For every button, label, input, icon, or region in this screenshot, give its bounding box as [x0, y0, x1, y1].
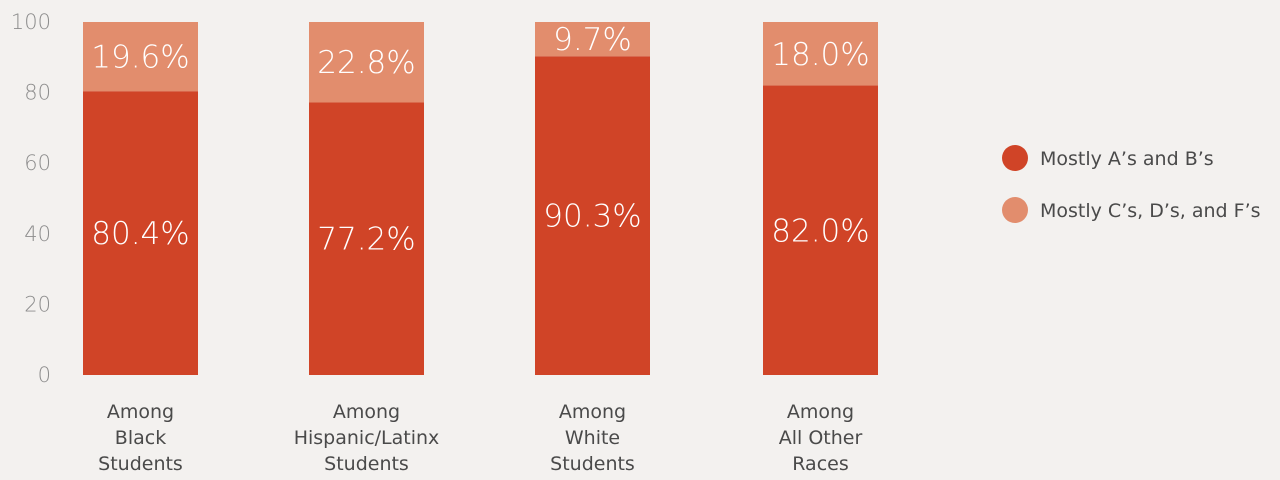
x-tick-label: Among	[559, 401, 626, 423]
y-tick-label: 40	[24, 222, 51, 246]
data-label: 22.8%	[317, 45, 415, 81]
y-axis: 0 20 40 60 80 100	[11, 10, 51, 387]
legend: Mostly A’s and B’s Mostly C’s, D’s, and F…	[1002, 145, 1261, 223]
x-tick-label: Among	[787, 401, 854, 423]
bar-segment-mostly-cs-ds-fs	[763, 22, 878, 86]
data-label: 80.4%	[91, 216, 189, 252]
bar-segment-mostly-cs-ds-fs	[309, 22, 424, 103]
bar-segment-mostly-as-bs	[763, 85, 878, 375]
bar-segment-mostly-cs-ds-fs	[535, 22, 650, 57]
x-tick-label: Hispanic/Latinx	[294, 427, 440, 449]
bar-segment-mostly-as-bs	[309, 102, 424, 375]
bar-segment-mostly-as-bs	[535, 56, 650, 376]
x-tick-label: White	[565, 427, 620, 449]
x-tick-label: Students	[324, 453, 409, 475]
y-tick-label: 100	[11, 10, 51, 34]
data-label: 9.7%	[553, 22, 632, 58]
x-axis: Among Black Students Among Hispanic/Latinx St…	[98, 401, 862, 475]
x-tick-label: Students	[98, 453, 183, 475]
x-tick-label: Among	[107, 401, 174, 423]
legend-label: Mostly A’s and B’s	[1040, 148, 1214, 170]
data-label: 82.0%	[771, 213, 869, 249]
y-tick-label: 20	[24, 292, 51, 316]
y-tick-label: 80	[24, 81, 51, 105]
bars	[83, 22, 878, 376]
y-tick-label: 0	[38, 363, 51, 387]
legend-label: Mostly C’s, D’s, and F’s	[1040, 200, 1261, 222]
y-tick-label: 60	[24, 151, 51, 175]
data-label: 18.0%	[771, 37, 869, 73]
data-label: 19.6%	[91, 40, 189, 76]
x-tick-label: Among	[333, 401, 400, 423]
x-tick-label: Black	[115, 427, 166, 449]
x-tick-label: Races	[792, 453, 848, 475]
legend-swatch	[1002, 145, 1028, 171]
legend-swatch	[1002, 197, 1028, 223]
data-label: 77.2%	[317, 222, 415, 258]
data-labels: 80.4% 19.6% 77.2% 22.8% 90.3% 9.7% 82.0% 18.0%	[91, 22, 869, 258]
data-label: 90.3%	[543, 199, 641, 235]
bar-segment-mostly-as-bs	[83, 91, 198, 376]
x-tick-label: All Other	[779, 427, 863, 449]
bar-segment-mostly-cs-ds-fs	[83, 22, 198, 92]
x-tick-label: Students	[550, 453, 635, 475]
